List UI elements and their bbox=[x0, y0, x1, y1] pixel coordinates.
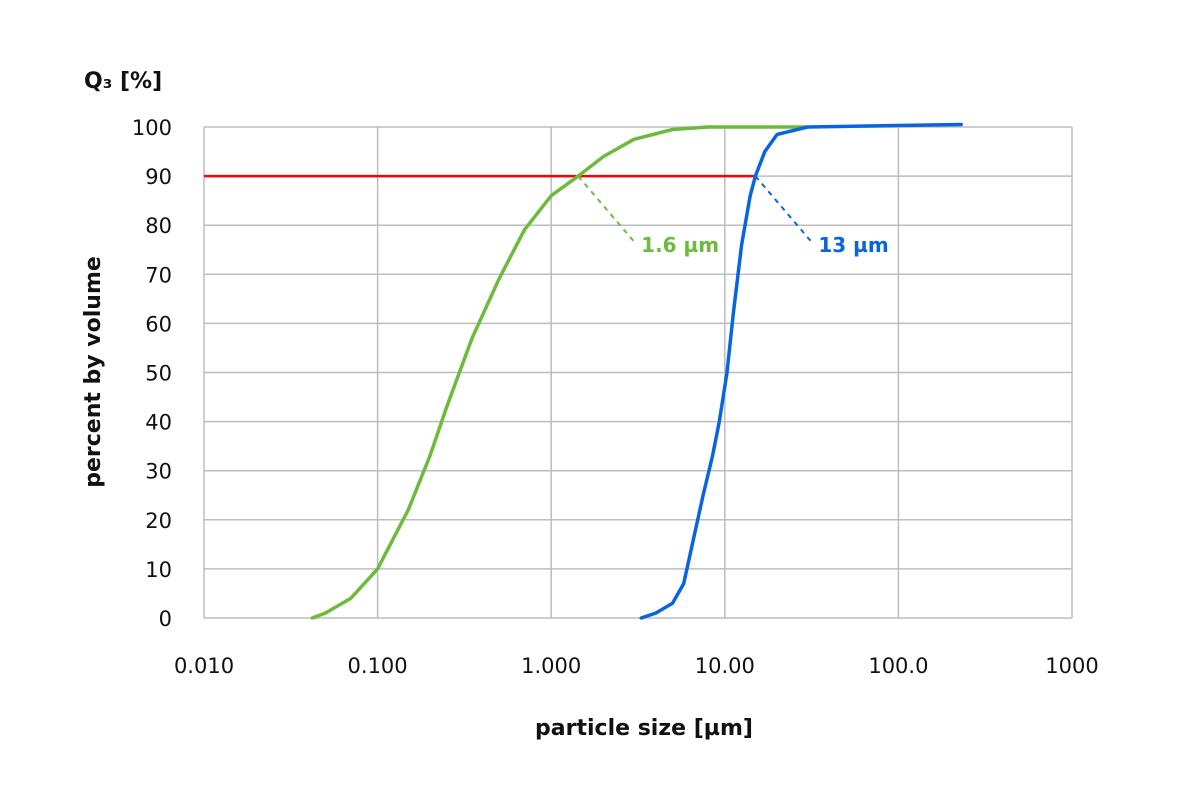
x-tick-label: 10.00 bbox=[695, 654, 755, 678]
annotation-label: 1.6 µm bbox=[641, 233, 719, 257]
y-tick-label: 50 bbox=[145, 362, 172, 386]
y-tick-label: 0 bbox=[159, 607, 172, 631]
x-tick-label: 100.0 bbox=[868, 654, 928, 678]
y-tick-label: 10 bbox=[145, 558, 172, 582]
y-axis-label: percent by volume bbox=[81, 256, 106, 488]
annotations: 1.6 µm 13 µm bbox=[577, 175, 889, 257]
x-tick-label: 1.000 bbox=[521, 654, 581, 678]
y-tick-label: 60 bbox=[145, 312, 172, 336]
annotation-leader-line bbox=[577, 175, 637, 245]
x-axis-label: particle size [µm] bbox=[535, 716, 753, 741]
x-tick-label: 1000 bbox=[1045, 654, 1098, 678]
y-unit-label: Q₃ [%] bbox=[84, 69, 162, 94]
y-tick-labels: 0 10 20 30 40 50 60 70 80 90 100 bbox=[132, 116, 172, 631]
annotation-label: 13 µm bbox=[818, 233, 888, 257]
y-tick-label: 70 bbox=[145, 263, 172, 287]
annotation-leader-line bbox=[754, 175, 815, 245]
x-tick-label: 0.010 bbox=[174, 654, 234, 678]
series bbox=[204, 122, 963, 620]
y-tick-label: 20 bbox=[145, 509, 172, 533]
series-coarse-line bbox=[639, 122, 963, 620]
series-fine-line bbox=[310, 125, 810, 620]
y-tick-label: 100 bbox=[132, 116, 172, 140]
y-tick-label: 40 bbox=[145, 411, 172, 435]
y-tick-label: 30 bbox=[145, 460, 172, 484]
x-tick-label: 0.100 bbox=[348, 654, 408, 678]
y-tick-label: 80 bbox=[145, 214, 172, 238]
y-tick-label: 90 bbox=[145, 165, 172, 189]
grid bbox=[203, 126, 1073, 619]
x-tick-labels: 0.010 0.100 1.000 10.00 100.0 1000 bbox=[174, 654, 1099, 678]
